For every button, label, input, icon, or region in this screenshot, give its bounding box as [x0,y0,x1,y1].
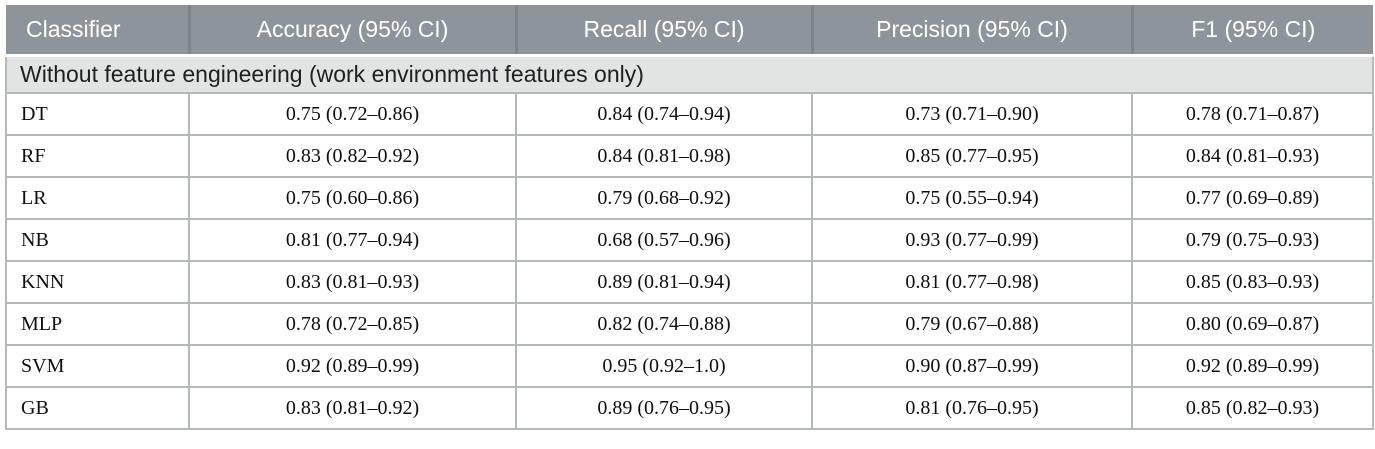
f1-cell: 0.85 (0.82–0.93) [1131,386,1374,430]
column-header-f1: F1 (95% CI) [1130,5,1373,57]
f1-cell: 0.92 (0.89–0.99) [1131,344,1374,388]
section-header-label: Without feature engineering (work enviro… [5,55,1374,94]
table-row: RF 0.83 (0.82–0.92) 0.84 (0.81–0.98) 0.8… [5,134,1374,178]
accuracy-cell: 0.75 (0.72–0.86) [188,92,517,136]
classifier-cell: RF [5,134,190,178]
precision-cell: 0.90 (0.87–0.99) [811,344,1133,388]
f1-cell: 0.78 (0.71–0.87) [1131,92,1374,136]
recall-cell: 0.79 (0.68–0.92) [515,176,813,220]
classifier-cell: DT [5,92,190,136]
table-header: Classifier Accuracy (95% CI) Recall (95%… [6,5,1373,57]
table-row: DT 0.75 (0.72–0.86) 0.84 (0.74–0.94) 0.7… [5,92,1374,136]
classifier-results-table-container: Classifier Accuracy (95% CI) Recall (95%… [5,5,1374,430]
column-header-precision: Precision (95% CI) [810,5,1132,57]
f1-cell: 0.79 (0.75–0.93) [1131,218,1374,262]
classifier-cell: GB [5,386,190,430]
recall-cell: 0.84 (0.74–0.94) [515,92,813,136]
table-row: MLP 0.78 (0.72–0.85) 0.82 (0.74–0.88) 0.… [5,302,1374,346]
accuracy-cell: 0.75 (0.60–0.86) [188,176,517,220]
accuracy-cell: 0.83 (0.81–0.93) [188,260,517,304]
recall-cell: 0.95 (0.92–1.0) [515,344,813,388]
accuracy-cell: 0.83 (0.81–0.92) [188,386,517,430]
table-row: SVM 0.92 (0.89–0.99) 0.95 (0.92–1.0) 0.9… [5,344,1374,388]
recall-cell: 0.82 (0.74–0.88) [515,302,813,346]
precision-cell: 0.85 (0.77–0.95) [811,134,1133,178]
precision-cell: 0.79 (0.67–0.88) [811,302,1133,346]
column-header-recall: Recall (95% CI) [514,5,812,57]
accuracy-cell: 0.81 (0.77–0.94) [188,218,517,262]
classifier-cell: SVM [5,344,190,388]
section-header-body: Without feature engineering (work enviro… [5,55,1374,94]
accuracy-cell: 0.83 (0.82–0.92) [188,134,517,178]
precision-cell: 0.75 (0.55–0.94) [811,176,1133,220]
column-header-accuracy: Accuracy (95% CI) [187,5,516,57]
accuracy-cell: 0.78 (0.72–0.85) [188,302,517,346]
accuracy-cell: 0.92 (0.89–0.99) [188,344,517,388]
precision-cell: 0.93 (0.77–0.99) [811,218,1133,262]
recall-cell: 0.89 (0.76–0.95) [515,386,813,430]
f1-cell: 0.80 (0.69–0.87) [1131,302,1374,346]
table-row: KNN 0.83 (0.81–0.93) 0.89 (0.81–0.94) 0.… [5,260,1374,304]
header-row: Classifier Accuracy (95% CI) Recall (95%… [6,5,1373,57]
classifier-results-table: Classifier Accuracy (95% CI) Recall (95%… [5,5,1374,430]
precision-cell: 0.73 (0.71–0.90) [811,92,1133,136]
recall-cell: 0.89 (0.81–0.94) [515,260,813,304]
precision-cell: 0.81 (0.77–0.98) [811,260,1133,304]
classifier-cell: MLP [5,302,190,346]
f1-cell: 0.85 (0.83–0.93) [1131,260,1374,304]
column-header-classifier: Classifier [6,5,189,57]
f1-cell: 0.84 (0.81–0.93) [1131,134,1374,178]
f1-cell: 0.77 (0.69–0.89) [1131,176,1374,220]
table-row: GB 0.83 (0.81–0.92) 0.89 (0.76–0.95) 0.8… [5,386,1374,430]
table-row: NB 0.81 (0.77–0.94) 0.68 (0.57–0.96) 0.9… [5,218,1374,262]
classifier-cell: LR [5,176,190,220]
table-row: LR 0.75 (0.60–0.86) 0.79 (0.68–0.92) 0.7… [5,176,1374,220]
classifier-cell: KNN [5,260,190,304]
recall-cell: 0.84 (0.81–0.98) [515,134,813,178]
section-header-row: Without feature engineering (work enviro… [5,55,1374,94]
precision-cell: 0.81 (0.76–0.95) [811,386,1133,430]
classifier-cell: NB [5,218,190,262]
table-body: DT 0.75 (0.72–0.86) 0.84 (0.74–0.94) 0.7… [5,92,1374,430]
recall-cell: 0.68 (0.57–0.96) [515,218,813,262]
